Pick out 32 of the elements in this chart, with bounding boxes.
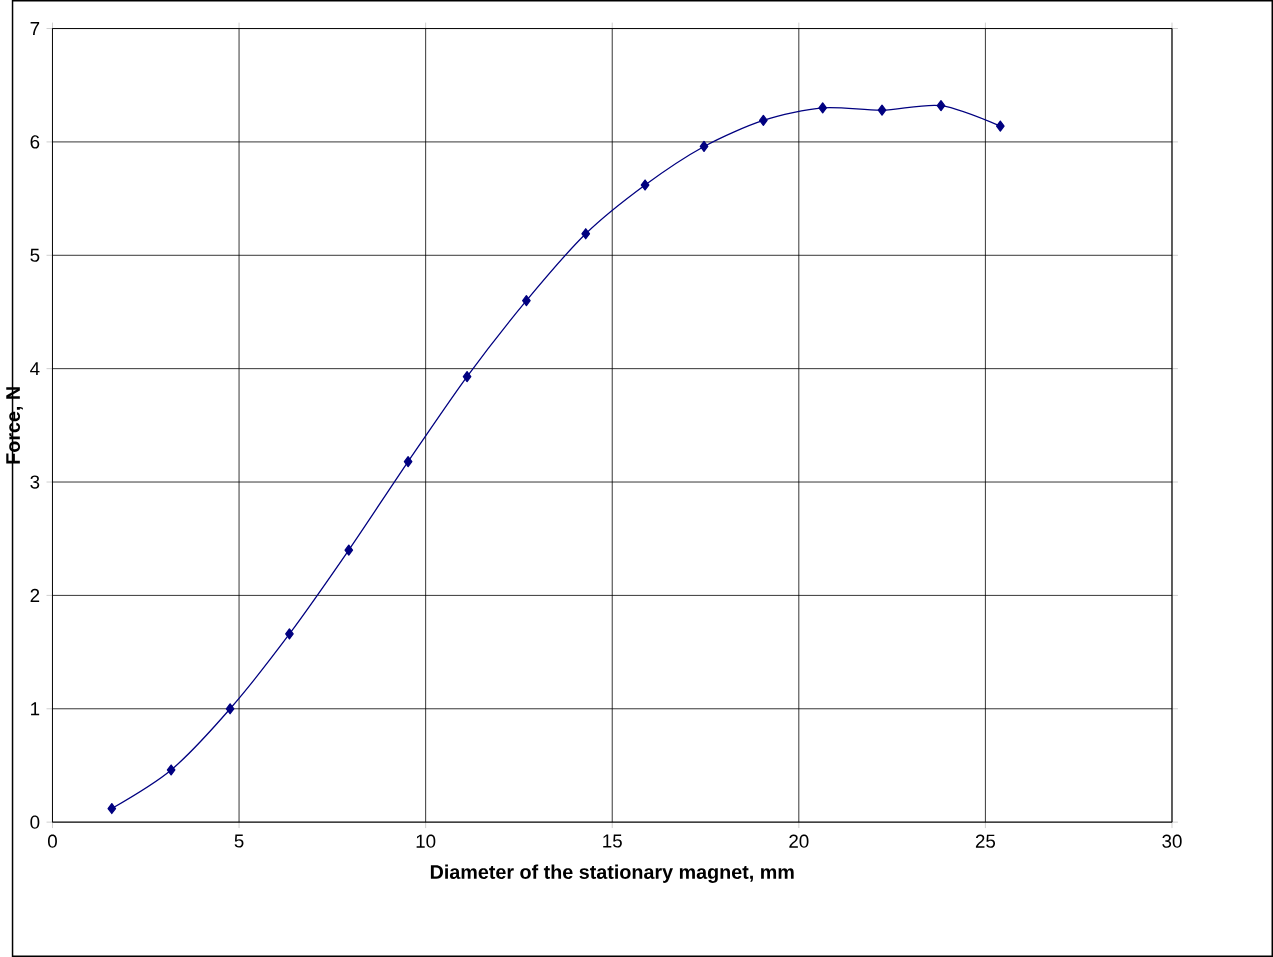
y-tick-label: 6 [30,135,40,149]
x-tick-label: 25 [975,834,996,848]
y-tick-label: 7 [30,22,40,35]
point [462,370,472,383]
x-axis-title: Diameter of the stationary magnet, mm [430,864,794,883]
y-tick-label: 2 [30,588,40,602]
point [403,456,413,468]
x-tick-label: 0 [47,834,57,848]
x-tick-label: 10 [416,834,436,848]
point [285,628,294,640]
y-tick-label: 5 [30,248,40,262]
point [344,544,354,556]
x-tick-label: 5 [234,834,244,848]
x-tick-label: 15 [603,834,622,848]
y-tick-label: 4 [30,362,40,376]
x-tick-label: 20 [789,834,809,848]
point [759,114,768,126]
point [877,104,887,116]
point [522,295,531,307]
x-tick-label: 30 [1162,834,1182,848]
y-tick-label: 1 [31,702,40,716]
point [818,102,828,114]
point [995,120,1005,132]
y-tick-label: 3 [30,475,40,489]
point [166,764,176,776]
point [699,140,709,153]
point [581,228,591,240]
point [107,802,117,815]
point [640,179,650,191]
y-tick-label: 0 [30,815,40,829]
point [225,703,235,715]
point [936,100,946,112]
